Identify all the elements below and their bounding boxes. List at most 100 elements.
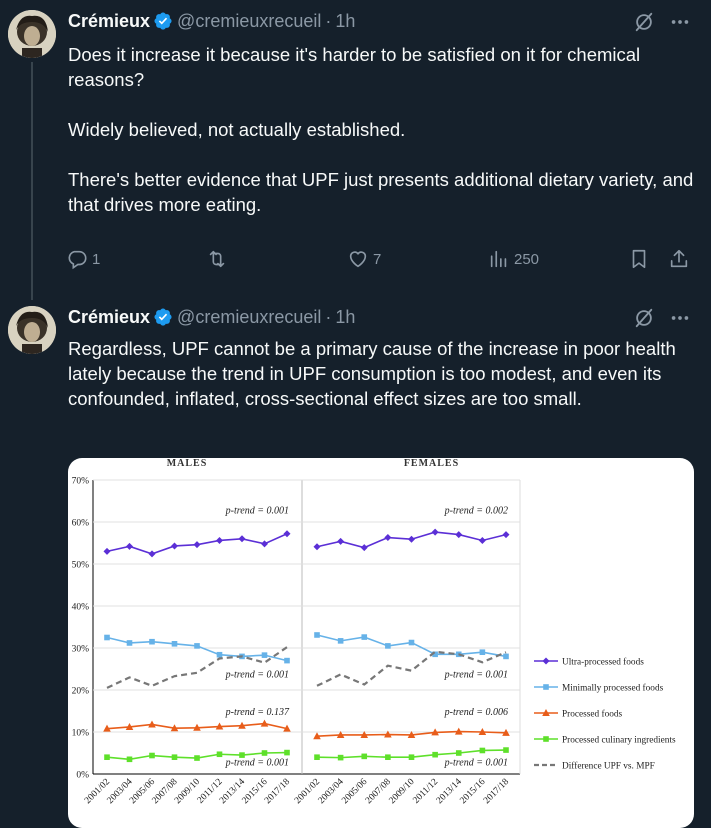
y-tick-label: 60% — [72, 519, 90, 529]
data-point — [502, 728, 510, 736]
panel-title-females: FEMALES — [404, 458, 459, 469]
series-line — [106, 646, 288, 689]
p-trend-annotation: p-trend = 0.001 — [225, 669, 289, 680]
tweet-2[interactable]: Crémieux @cremieuxrecueil · 1h Regardles… — [0, 296, 711, 819]
data-point — [478, 728, 487, 735]
avatar[interactable] — [8, 10, 56, 58]
tweet-1[interactable]: Crémieux @cremieuxrecueil · 1h Does it i… — [0, 0, 711, 300]
data-point — [193, 541, 201, 549]
data-point — [126, 756, 133, 763]
data-point — [171, 754, 178, 760]
p-trend-annotation: p-trend = 0.001 — [225, 506, 289, 517]
data-point — [385, 643, 391, 649]
data-point — [360, 730, 369, 738]
grok-icon[interactable] — [633, 11, 655, 33]
data-point — [125, 722, 134, 730]
timestamp[interactable]: 1h — [335, 10, 356, 31]
data-point — [283, 724, 291, 732]
x-tick-label: 2003/04 — [317, 777, 346, 806]
data-point — [384, 534, 392, 542]
data-point — [454, 727, 463, 735]
data-point — [170, 724, 179, 732]
more-icon[interactable] — [669, 307, 691, 329]
legend-marker — [542, 709, 550, 716]
share-icon — [670, 249, 688, 268]
repost-button[interactable] — [206, 248, 232, 270]
data-point — [408, 639, 415, 646]
legend-label: Processed culinary ingredients — [562, 736, 676, 746]
x-tick-label: 2017/18 — [263, 777, 292, 806]
x-tick-label: 2009/10 — [388, 777, 417, 806]
p-trend-annotation: p-trend = 0.001 — [444, 758, 508, 769]
data-point — [408, 754, 415, 760]
data-point — [193, 723, 201, 731]
legend-label: Ultra-processed foods — [562, 657, 644, 668]
data-point — [313, 543, 321, 551]
like-icon — [349, 251, 367, 268]
legend-marker — [542, 657, 550, 665]
author-name[interactable]: Crémieux — [68, 306, 151, 327]
x-tick-label: 2007/08 — [364, 777, 393, 806]
tweet-paragraph: Regardless, UPF cannot be a primary caus… — [68, 338, 676, 409]
avatar[interactable] — [8, 306, 56, 354]
data-point — [337, 638, 344, 644]
y-tick-label: 30% — [72, 645, 90, 655]
series-line — [316, 634, 507, 658]
legend-marker — [543, 684, 549, 690]
chart-svg: 0% 10% 20% 30% 40% 50% 60% 70% MALES FEMALES 2001/… — [72, 458, 676, 806]
data-point — [216, 651, 223, 658]
avatar-image — [8, 10, 56, 58]
tweet-text: Does it increase it because it's harder … — [68, 42, 696, 217]
legend-label: Difference UPF vs. MPF — [562, 761, 655, 772]
y-tick-label: 0% — [76, 771, 89, 781]
y-tick-label: 10% — [72, 729, 90, 739]
separator-dot: · — [325, 10, 332, 31]
data-point — [238, 721, 246, 729]
tweet-text: Regardless, UPF cannot be a primary caus… — [68, 336, 696, 411]
view-count: 250 — [514, 250, 540, 268]
data-point — [432, 651, 438, 658]
p-trend-annotation: p-trend = 0.002 — [444, 506, 508, 517]
series-line — [316, 650, 507, 687]
share-button[interactable] — [668, 248, 690, 270]
data-point — [215, 722, 224, 730]
data-point — [503, 747, 509, 753]
data-point — [194, 643, 200, 649]
data-point — [149, 752, 155, 759]
series-line — [106, 636, 288, 662]
data-point — [431, 728, 439, 736]
p-trend-annotation: p-trend = 0.137 — [225, 707, 290, 718]
chart-image[interactable]: 0% 10% 20% 30% 40% 50% 60% 70% MALES FEMALES 2001/… — [68, 458, 694, 828]
data-point — [261, 540, 268, 548]
more-icon[interactable] — [669, 11, 691, 33]
data-point — [431, 528, 439, 536]
grok-icon[interactable] — [633, 307, 655, 329]
data-point — [360, 544, 368, 552]
data-point — [283, 530, 291, 538]
data-point — [479, 649, 486, 655]
like-button[interactable]: 7 — [347, 248, 381, 270]
x-tick-label: 2001/02 — [293, 777, 322, 806]
data-point — [337, 537, 345, 545]
tweet-paragraph: There's better evidence that UPF just pr… — [68, 169, 694, 215]
reply-button[interactable]: 1 — [66, 248, 100, 270]
views-button[interactable]: 250 — [488, 248, 539, 270]
bookmark-button[interactable] — [628, 248, 650, 270]
tweet-actions: 1 7 250 — [64, 248, 704, 272]
timestamp[interactable]: 1h — [335, 306, 356, 327]
x-tick-label: 2005/06 — [340, 777, 369, 806]
x-tick-label: 2017/18 — [482, 777, 511, 806]
verified-badge-icon — [154, 308, 172, 326]
author-handle[interactable]: @cremieuxrecueil — [177, 306, 322, 327]
data-point — [238, 535, 246, 543]
data-point — [216, 536, 223, 544]
data-point — [408, 535, 415, 543]
data-point — [216, 751, 223, 758]
data-point — [361, 753, 368, 760]
data-point — [148, 720, 156, 728]
author-handle[interactable]: @cremieuxrecueil — [177, 10, 322, 31]
data-point — [126, 542, 133, 550]
data-point — [337, 754, 344, 761]
author-name[interactable]: Crémieux — [68, 10, 151, 31]
tweet-header: Crémieux @cremieuxrecueil · 1h — [68, 306, 355, 328]
